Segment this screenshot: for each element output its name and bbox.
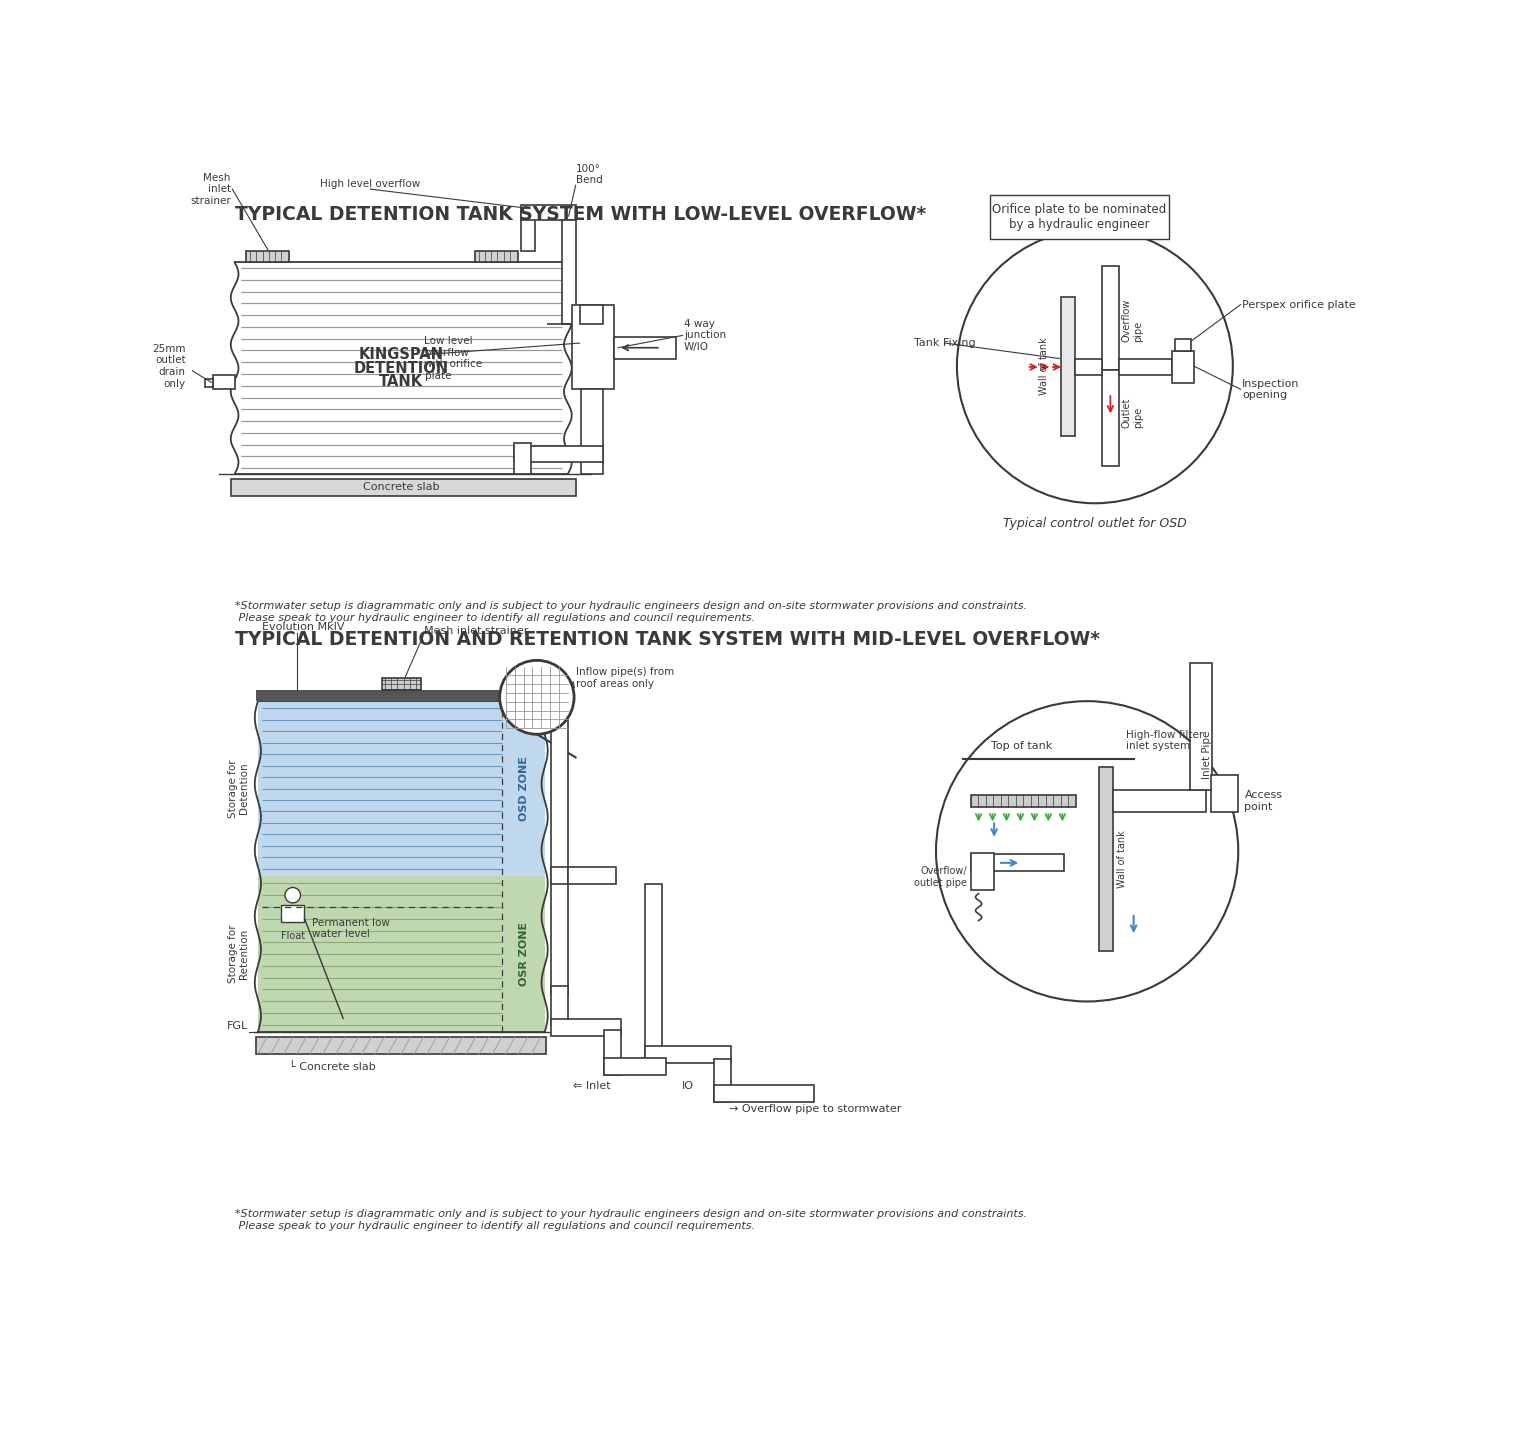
- Bar: [521, 208, 536, 250]
- Circle shape: [499, 660, 574, 734]
- Text: Evolution MkIV: Evolution MkIV: [261, 622, 344, 632]
- Text: Inlet Pipe: Inlet Pipe: [1201, 731, 1212, 779]
- Text: OSD ZONE: OSD ZONE: [519, 756, 528, 822]
- Bar: [513, 443, 530, 474]
- Bar: [1101, 266, 1118, 371]
- Text: OSR ZONE: OSR ZONE: [519, 922, 528, 986]
- Text: Permanent low
water level: Permanent low water level: [312, 917, 390, 939]
- Bar: [1190, 663, 1212, 791]
- Bar: [382, 678, 421, 691]
- Text: Wall of tank: Wall of tank: [1038, 337, 1049, 395]
- Bar: [1061, 297, 1075, 436]
- Bar: [714, 1085, 814, 1102]
- Bar: [545, 691, 568, 712]
- Text: Mesh
inlet
strainer: Mesh inlet strainer: [190, 173, 230, 205]
- Text: TYPICAL DETENTION AND RETENTION TANK SYSTEM WITH MID-LEVEL OVERFLOW*: TYPICAL DETENTION AND RETENTION TANK SYS…: [235, 631, 1100, 650]
- Text: Overflow/
outlet pipe: Overflow/ outlet pipe: [914, 867, 968, 887]
- Bar: [551, 1019, 621, 1037]
- Bar: [258, 701, 545, 875]
- Bar: [614, 337, 676, 359]
- Text: ⇐ Inlet: ⇐ Inlet: [573, 1082, 610, 1090]
- Circle shape: [957, 230, 1233, 503]
- Bar: [513, 445, 602, 462]
- Bar: [1172, 350, 1193, 384]
- Bar: [971, 853, 1064, 871]
- Text: Wall of tank: Wall of tank: [1117, 830, 1126, 888]
- Text: Top of tank: Top of tank: [991, 742, 1052, 752]
- Bar: [246, 250, 289, 262]
- Text: 25mm
outlet
drain
only: 25mm outlet drain only: [152, 343, 186, 388]
- Text: *Stormwater setup is diagrammatic only and is subject to your hydraulic engineer: *Stormwater setup is diagrammatic only a…: [235, 1210, 1026, 1232]
- Bar: [551, 691, 568, 993]
- Bar: [568, 868, 616, 884]
- Text: Overflow
pipe: Overflow pipe: [1121, 298, 1143, 342]
- Bar: [1118, 359, 1172, 375]
- Bar: [230, 478, 576, 496]
- Text: 4 way
junction
W/IO: 4 way junction W/IO: [684, 318, 727, 352]
- Bar: [645, 1045, 731, 1063]
- Text: Outlet
pipe: Outlet pipe: [1121, 397, 1143, 427]
- Bar: [281, 906, 304, 922]
- Bar: [581, 390, 602, 474]
- Text: → Overflow pipe to stormwater: → Overflow pipe to stormwater: [730, 1104, 902, 1114]
- Bar: [1112, 791, 1206, 811]
- Text: Storage for
Detention: Storage for Detention: [227, 759, 249, 817]
- Bar: [258, 875, 545, 1032]
- Text: TYPICAL DETENTION TANK SYSTEM WITH LOW-LEVEL OVERFLOW*: TYPICAL DETENTION TANK SYSTEM WITH LOW-L…: [235, 205, 926, 224]
- Bar: [571, 304, 614, 390]
- Bar: [1175, 339, 1190, 350]
- Bar: [206, 379, 214, 387]
- Text: Mesh inlet strainer: Mesh inlet strainer: [424, 625, 528, 635]
- Bar: [604, 1029, 621, 1075]
- Text: Typical control outlet for OSD: Typical control outlet for OSD: [1003, 518, 1187, 531]
- Bar: [645, 884, 662, 1063]
- Text: Storage for
Retention: Storage for Retention: [227, 925, 249, 983]
- Bar: [214, 375, 235, 390]
- Bar: [551, 986, 568, 1025]
- Bar: [1101, 371, 1118, 467]
- Text: Inspection
opening: Inspection opening: [1243, 378, 1299, 400]
- Text: DETENTION: DETENTION: [353, 361, 449, 375]
- Circle shape: [286, 887, 301, 903]
- Text: Access
point: Access point: [1244, 791, 1283, 813]
- Bar: [551, 868, 568, 884]
- Text: FGL: FGL: [227, 1021, 249, 1031]
- Text: *Stormwater setup is diagrammatic only and is subject to your hydraulic engineer: *Stormwater setup is diagrammatic only a…: [235, 601, 1026, 622]
- Bar: [604, 1057, 665, 1075]
- Bar: [562, 220, 576, 324]
- Bar: [521, 205, 576, 220]
- Text: Inflow pipe(s) from
roof areas only: Inflow pipe(s) from roof areas only: [576, 667, 674, 689]
- Text: Tank Fixing: Tank Fixing: [914, 339, 975, 348]
- Bar: [579, 304, 602, 324]
- Text: IO: IO: [682, 1082, 694, 1090]
- Text: KINGSPAN: KINGSPAN: [359, 346, 444, 362]
- Bar: [991, 195, 1169, 238]
- Text: Concrete slab: Concrete slab: [362, 483, 439, 491]
- Bar: [257, 691, 547, 701]
- Bar: [1075, 359, 1101, 375]
- Bar: [257, 1037, 547, 1054]
- Circle shape: [935, 701, 1238, 1002]
- Text: └ Concrete slab: └ Concrete slab: [289, 1061, 376, 1072]
- Text: Orifice plate to be nominated
by a hydraulic engineer: Orifice plate to be nominated by a hydra…: [992, 202, 1166, 231]
- Text: High level overflow: High level overflow: [319, 179, 421, 189]
- Text: 100°
Bend: 100° Bend: [576, 164, 602, 185]
- Bar: [971, 853, 994, 890]
- Bar: [971, 795, 1075, 807]
- Bar: [1210, 775, 1238, 811]
- Text: Perspex orifice plate: Perspex orifice plate: [1243, 300, 1356, 310]
- Text: Float: Float: [281, 932, 304, 941]
- Bar: [714, 1059, 731, 1102]
- Bar: [235, 262, 568, 474]
- Text: High-flow filter
inlet system: High-flow filter inlet system: [1126, 730, 1203, 752]
- Text: Low level
overflow
with orifice
plate: Low level overflow with orifice plate: [424, 336, 482, 381]
- Text: TANK: TANK: [379, 375, 424, 390]
- Bar: [475, 250, 518, 262]
- Bar: [1098, 766, 1112, 951]
